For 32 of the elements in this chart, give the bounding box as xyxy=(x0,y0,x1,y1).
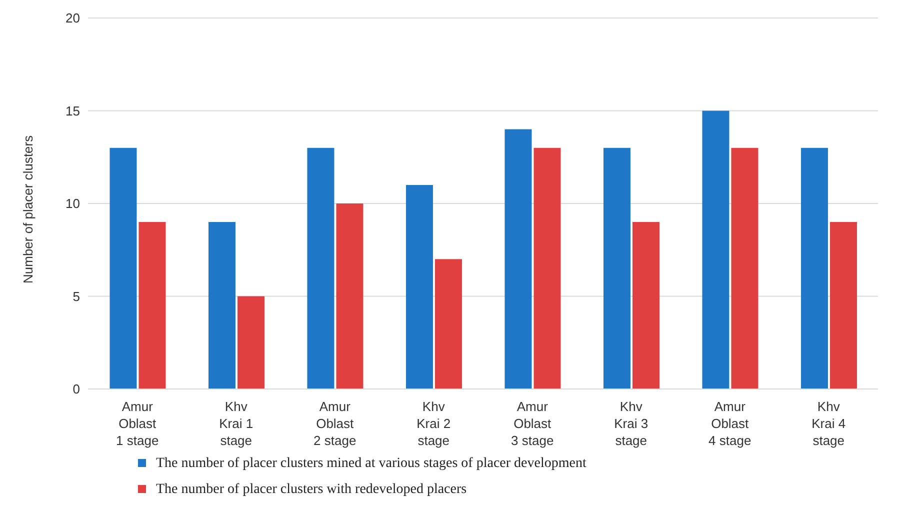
y-tick-label: 5 xyxy=(72,288,80,304)
bar xyxy=(208,222,236,389)
legend-label: The number of placer clusters mined at various stages of placer development xyxy=(156,456,586,471)
y-tick-label: 10 xyxy=(66,196,80,212)
bar xyxy=(731,148,758,389)
bar xyxy=(307,148,334,389)
bar xyxy=(830,222,857,389)
bar xyxy=(237,296,264,389)
y-axis-title: Number of placer clusters xyxy=(20,134,36,284)
bar xyxy=(406,184,433,389)
bar xyxy=(336,204,364,389)
bar xyxy=(138,222,166,389)
x-tick-label: Khv Krai 3 stage xyxy=(614,399,648,448)
x-tick-label: Amur Oblast 1 stage xyxy=(116,399,159,448)
bar xyxy=(504,129,532,389)
x-tick-label: Khv Krai 4 stage xyxy=(812,399,846,448)
bar xyxy=(110,148,137,389)
bar xyxy=(800,148,828,389)
x-tick-label: Khv Krai 1 stage xyxy=(219,399,254,448)
x-tick-label: Khv Krai 2 stage xyxy=(416,399,451,448)
y-tick-label: 0 xyxy=(72,382,80,397)
bar xyxy=(534,148,561,389)
bar xyxy=(603,148,630,389)
x-tick-label: Amur Oblast 2 stage xyxy=(314,399,356,448)
bar xyxy=(434,259,462,389)
x-tick-label: Amur Oblast 4 stage xyxy=(708,399,752,448)
bar xyxy=(702,110,730,389)
legend-label: The number of placer clusters with redeveloped placers xyxy=(156,482,467,497)
y-tick-label: 20 xyxy=(66,10,80,26)
y-tick-label: 15 xyxy=(66,103,80,118)
bar xyxy=(632,222,660,389)
x-tick-label: Amur Oblast 3 stage xyxy=(511,399,554,448)
